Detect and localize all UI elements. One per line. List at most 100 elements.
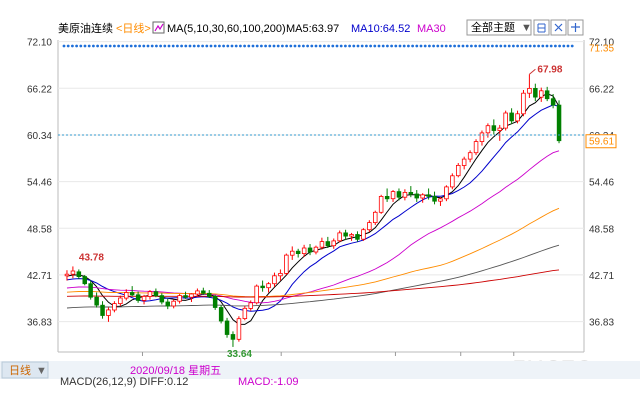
ma10-line: [66, 104, 560, 312]
event-dot: [444, 44, 448, 48]
candle-body: [527, 88, 532, 94]
candle-body: [248, 302, 253, 309]
candle: [367, 220, 372, 233]
candle: [201, 287, 206, 295]
candle-body: [539, 90, 544, 98]
event-dot: [402, 44, 406, 48]
candle-body: [284, 254, 289, 274]
ma60-line: [66, 207, 560, 298]
close-box-icon[interactable]: [550, 19, 567, 36]
ma5-line: [66, 93, 560, 325]
event-dot: [482, 44, 486, 48]
event-dot: [554, 44, 557, 48]
candle: [414, 190, 419, 202]
candle-body: [384, 195, 390, 200]
ma30-value: MA30: [417, 23, 446, 35]
candle-body: [349, 234, 354, 237]
event-dot: [134, 44, 137, 48]
candle: [295, 248, 301, 258]
event-dot: [176, 44, 179, 48]
event-dot: [138, 44, 142, 48]
candle: [242, 305, 248, 321]
event-dot: [159, 44, 163, 48]
ma-params: MA(5,10,30,60,100,200): [167, 23, 286, 35]
event-dot: [423, 44, 427, 48]
event-dot: [461, 44, 465, 48]
candle: [64, 270, 70, 281]
candle: [473, 139, 479, 156]
candle: [337, 230, 342, 243]
event-dot: [297, 44, 301, 48]
candle: [100, 301, 105, 319]
candle-body: [236, 318, 242, 340]
event-dot: [360, 44, 364, 48]
candle: [467, 150, 473, 163]
candle: [153, 288, 159, 298]
candle-body: [129, 292, 135, 296]
candle-body: [100, 304, 105, 316]
candle: [272, 272, 277, 287]
event-dot: [365, 44, 368, 48]
candle-body: [242, 307, 248, 319]
candle-body: [230, 334, 236, 340]
event-dot: [234, 44, 238, 48]
candle: [372, 210, 378, 225]
event-dot: [260, 44, 263, 48]
candle-body: [141, 295, 147, 301]
event-dot: [146, 44, 150, 48]
y-tick-label-left: 72.10: [27, 38, 52, 49]
event-dot: [276, 44, 280, 48]
reference-price-line: 71.35 59.61: [58, 44, 617, 149]
candle: [527, 74, 532, 98]
candle: [444, 185, 449, 202]
candle: [378, 194, 384, 214]
candle-body: [461, 158, 467, 166]
period-tab[interactable]: 日线 ▼: [1, 361, 49, 379]
event-dot: [125, 44, 129, 48]
candle: [141, 294, 147, 305]
chevron-down-icon: ▼: [521, 22, 532, 34]
event-dot: [184, 44, 188, 48]
candle: [491, 119, 497, 135]
candle-body: [444, 186, 449, 200]
expand-icon[interactable]: [567, 19, 584, 36]
candle: [224, 317, 230, 338]
candle-body: [408, 191, 414, 195]
candle: [450, 173, 455, 190]
candle-body: [165, 301, 170, 307]
price-annotations: 67.98 43.78 33.64: [79, 64, 563, 360]
event-dot: [562, 44, 566, 48]
event-dot: [255, 44, 259, 48]
event-dot: [314, 44, 318, 48]
event-dot: [327, 44, 330, 48]
event-dot: [226, 44, 230, 48]
event-dot: [218, 44, 221, 48]
event-dot: [335, 44, 339, 48]
candle-body: [509, 112, 514, 122]
candle-body: [396, 191, 402, 198]
period-label[interactable]: <日线>: [116, 21, 151, 35]
candle: [106, 307, 111, 322]
y-tick-label-right: 66.22: [589, 84, 614, 95]
ma-settings-icon[interactable]: [152, 21, 165, 34]
candle-body: [289, 250, 295, 256]
theme-select[interactable]: 全部主题 ▼: [466, 19, 532, 36]
grid-icon[interactable]: [533, 19, 550, 36]
event-dot: [108, 44, 112, 48]
candle-body: [76, 271, 82, 277]
event-dot: [528, 44, 532, 48]
candle: [384, 188, 390, 202]
event-dot: [503, 44, 507, 48]
event-dot: [432, 44, 435, 48]
event-dot: [457, 44, 461, 48]
candle-body: [212, 295, 218, 308]
y-tick-label-left: 60.34: [27, 131, 52, 142]
event-dot: [516, 44, 519, 48]
candle: [260, 280, 265, 292]
event-dot: [100, 44, 104, 48]
event-dot: [87, 44, 91, 48]
candle: [266, 282, 271, 293]
candle: [289, 246, 295, 260]
candle-body: [402, 191, 408, 198]
